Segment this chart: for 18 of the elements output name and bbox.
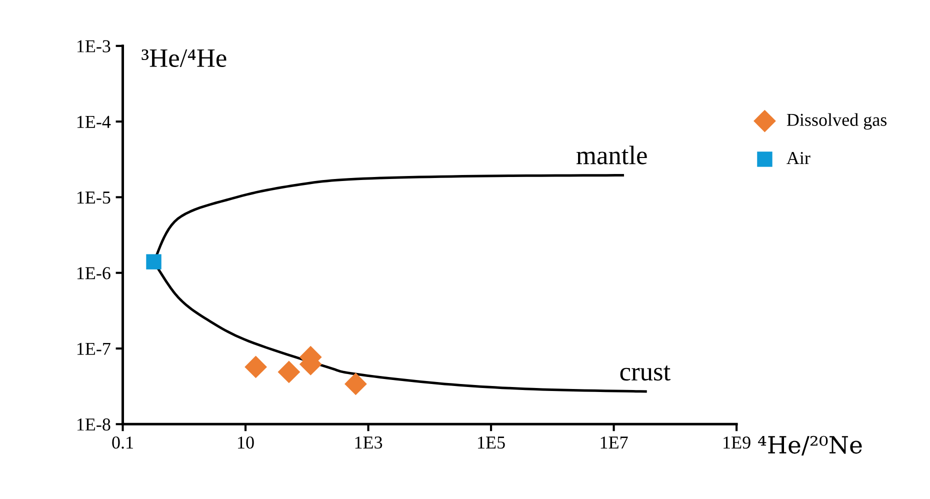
y-tick-label: 1E-4 <box>77 116 111 128</box>
y-tick-label: 1E-8 <box>77 418 110 431</box>
y-tick-label: 1E-5 <box>77 192 110 204</box>
x-tick-label: 1E5 <box>478 436 505 449</box>
x-tick-label: 1E7 <box>600 436 628 448</box>
x-tick-label: 1E9 <box>724 436 750 449</box>
y-tick-label: 1E-7 <box>77 342 110 355</box>
x-tick-label: 10 <box>238 436 254 449</box>
y-axis-title: ³He/⁴He <box>142 49 226 68</box>
legend-label: Dissolved gas <box>786 113 887 130</box>
x-axis-title: ⁴He/²⁰Ne <box>758 436 862 456</box>
legend-label: Air <box>786 152 810 164</box>
annotation: mantle <box>576 146 647 164</box>
x-tick-label: 1E3 <box>355 436 382 449</box>
annotation: crust <box>620 365 670 381</box>
x-tick-label: 0.1 <box>112 436 133 449</box>
y-tick-label: 1E-3 <box>77 40 110 52</box>
y-tick-label: 1E-6 <box>77 267 110 280</box>
